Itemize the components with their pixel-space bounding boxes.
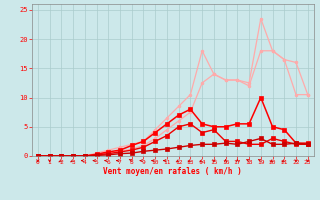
- X-axis label: Vent moyen/en rafales ( km/h ): Vent moyen/en rafales ( km/h ): [103, 167, 242, 176]
